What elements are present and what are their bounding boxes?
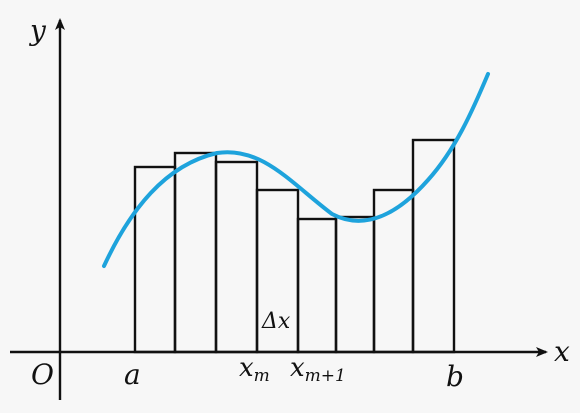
rectangle-1 <box>133 165 177 354</box>
rectangle-5 <box>296 217 338 354</box>
x-m1-subscript: m+1 <box>305 366 346 386</box>
y-axis-label: y <box>28 14 47 47</box>
rectangle-3 <box>214 160 259 354</box>
a-label: a <box>124 358 141 391</box>
rectangle-7 <box>372 188 415 354</box>
riemann-rectangles <box>133 138 456 354</box>
x-m-label: xm <box>239 353 270 386</box>
x-m-subscript: m <box>254 366 270 386</box>
x-axis-label: x <box>554 335 570 368</box>
x-m1-label: xm+1 <box>290 353 346 386</box>
rectangle-8 <box>411 138 456 354</box>
function-curve <box>102 72 490 268</box>
rectangle-6 <box>334 215 376 354</box>
b-label: b <box>446 360 464 393</box>
x-m-base: x <box>239 353 254 383</box>
origin-label: O <box>31 358 54 391</box>
rectangle-2 <box>173 151 218 354</box>
x-m1-base: x <box>290 353 305 383</box>
delta-x-label: Δx <box>261 309 291 334</box>
